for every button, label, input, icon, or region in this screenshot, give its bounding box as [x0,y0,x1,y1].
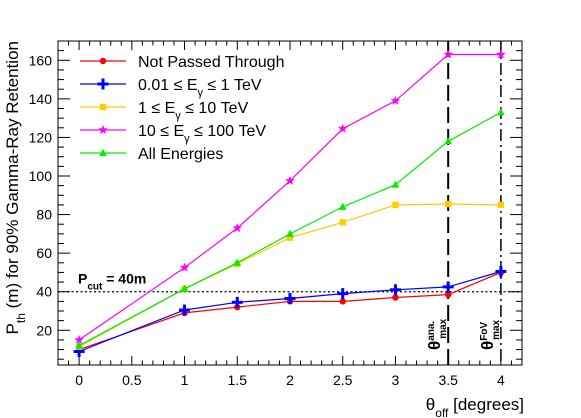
theta-max-ana-label: θana.max [425,318,449,350]
data-point [285,175,295,185]
series-line [78,53,501,341]
x-tick-label: 3.5 [438,372,458,388]
legend-entry: 0.01 ≤ Eγ ≤ 1 TeV [80,77,262,99]
theta-max-fov-label: θFoVmax [478,319,502,350]
y-tick-label: 160 [29,52,53,68]
y-tick-label: 20 [36,322,52,338]
data-point [444,137,452,145]
y-tick-label: 140 [29,91,53,107]
data-point [443,49,453,59]
legend-marker [99,57,107,65]
x-tick-label: 1.5 [228,372,248,388]
data-point [284,292,296,304]
x-tick-label: 2.5 [333,372,353,388]
data-point [337,288,349,300]
legend-entry: All Energies [80,146,223,163]
pcut-label: Pcut = 40m [78,271,146,293]
data-point [339,219,346,226]
data-point [74,334,84,344]
y-tick-label: 100 [29,168,53,184]
plot-frame [57,40,523,366]
series-1 [73,265,507,357]
data-point [392,294,399,301]
legend-marker [98,125,108,135]
x-tick-label: 0.5 [122,372,142,388]
legend-marker [97,78,109,90]
legend-label: 10 ≤ Eγ ≤ 100 TeV [138,123,266,145]
data-point [497,201,505,209]
legend-marker [99,148,107,156]
data-point [232,223,243,233]
x-tick-label: 0 [75,372,83,388]
series-line [78,111,502,347]
legend-label: All Energies [138,146,223,163]
legend-label: 1 ≤ Eγ ≤ 10 TeV [138,100,249,122]
data-point [337,123,348,133]
data-point [75,341,83,349]
data-point [286,229,294,237]
data-point [495,265,507,277]
series-line [78,270,502,353]
data-point [233,258,242,266]
data-point [338,202,347,210]
series-line [78,271,502,351]
x-tick-label: 4 [497,372,505,388]
data-point [339,298,346,305]
data-point [496,49,506,59]
data-point [444,291,452,298]
data-point [180,284,189,292]
data-point [392,201,399,209]
legend-marker [99,103,107,111]
legend-entry: 10 ≤ Eγ ≤ 100 TeV [80,123,266,145]
y-tick-label: 40 [36,284,52,300]
series-4 [75,108,505,349]
data-point [179,304,191,316]
x-tick-label: 2 [286,372,294,388]
x-axis-title: θoff [degrees] [426,395,524,418]
legend-entry: 1 ≤ Eγ ≤ 10 TeV [80,100,249,122]
data-point [231,296,243,308]
x-tick-label: 3 [392,372,400,388]
x-tick-label: 1 [181,372,189,388]
legend-label: Not Passed Through [138,54,284,71]
y-tick-label: 80 [36,207,52,223]
data-point [391,180,400,188]
data-point [444,200,452,208]
data-point [442,281,454,293]
data-point [179,262,190,272]
data-point [389,284,401,296]
data-point [497,108,505,116]
legend-entry: Not Passed Through [80,54,284,71]
series-3 [74,49,506,344]
legend-label: 0.01 ≤ Eγ ≤ 1 TeV [138,77,262,99]
data-point [390,95,401,105]
data-point [286,234,294,241]
y-tick-label: 120 [29,129,53,145]
y-tick-label: 60 [36,245,52,261]
y-axis-title: Pth (m) for 90% Gamma-Ray Retention [3,41,28,334]
